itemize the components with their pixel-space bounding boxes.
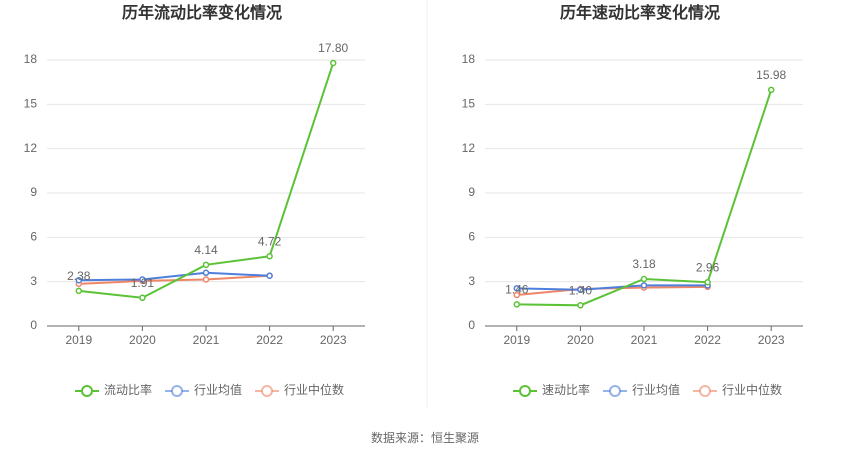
x-tick-label: 2021: [631, 333, 658, 347]
legend-marker: [609, 385, 621, 397]
data-label: 1.91: [131, 276, 155, 290]
y-tick-label: 18: [24, 52, 38, 66]
point: [266, 272, 273, 280]
y-tick-label: 3: [30, 274, 37, 288]
legend-label: 行业中位数: [722, 382, 782, 397]
point: [75, 276, 83, 284]
source: 数据来源：恒生聚源: [371, 430, 479, 445]
chart-title: 历年速动比率变化情况: [560, 3, 720, 22]
legend-marker: [171, 385, 183, 397]
point: [139, 294, 146, 302]
x-tick-label: 2022: [256, 333, 283, 347]
data-label: 2.38: [67, 269, 91, 283]
point: [577, 302, 584, 309]
legend-marker: [261, 385, 273, 397]
x-tick-label: 2020: [567, 333, 594, 347]
series-line: [516, 89, 773, 307]
y-tick-label: 18: [462, 52, 476, 66]
y-tick-label: 0: [468, 318, 475, 332]
point: [640, 275, 648, 283]
legend-marker: [519, 385, 531, 397]
point: [640, 282, 648, 289]
point: [513, 301, 521, 308]
legend-label: 行业均值: [632, 382, 680, 397]
point: [513, 291, 521, 299]
x-tick-label: 2019: [503, 333, 530, 347]
data-label: 2.96: [696, 260, 720, 274]
y-tick-label: 12: [24, 141, 38, 155]
y-tick-label: 6: [30, 230, 37, 244]
data-label: 4.14: [194, 243, 218, 257]
legend-label: 行业均值: [194, 382, 242, 397]
y-tick-label: 15: [462, 97, 476, 111]
y-tick-label: 6: [468, 230, 475, 244]
legend-label: 速动比率: [542, 382, 590, 397]
x-tick-label: 2023: [320, 333, 347, 347]
point: [202, 276, 210, 283]
point: [704, 279, 711, 286]
legend-marker: [699, 385, 711, 397]
x-tick-label: 2023: [758, 333, 785, 347]
data-label: 1.40: [569, 283, 593, 297]
y-tick-label: 15: [24, 97, 38, 111]
y-tick-label: 3: [468, 274, 475, 288]
x-tick-label: 2022: [694, 333, 721, 347]
x-tick-label: 2019: [65, 333, 92, 347]
series-line: [78, 271, 270, 282]
data-label: 1.46: [505, 283, 529, 297]
point: [577, 286, 584, 294]
point: [513, 285, 521, 292]
point: [202, 269, 210, 277]
point: [767, 86, 775, 94]
x-tick-label: 2021: [193, 333, 220, 347]
legend-marker: [81, 385, 93, 397]
y-tick-label: 9: [30, 185, 37, 199]
legend-label: 流动比率: [104, 382, 152, 397]
series-line: [516, 284, 708, 291]
data-label: 15.98: [756, 68, 786, 82]
point: [75, 287, 83, 295]
data-label: 3.18: [632, 257, 656, 271]
point: [139, 276, 146, 283]
data-label: 4.72: [258, 234, 282, 248]
chart-title: 历年流动比率变化情况: [122, 3, 282, 22]
point: [202, 261, 210, 269]
data-label: 17.80: [318, 41, 348, 55]
point: [266, 252, 273, 260]
legend-label: 行业中位数: [284, 382, 344, 397]
point: [329, 59, 337, 67]
y-tick-label: 12: [462, 141, 476, 155]
y-tick-label: 9: [468, 185, 475, 199]
x-tick-label: 2020: [129, 333, 156, 347]
y-tick-label: 0: [30, 318, 37, 332]
